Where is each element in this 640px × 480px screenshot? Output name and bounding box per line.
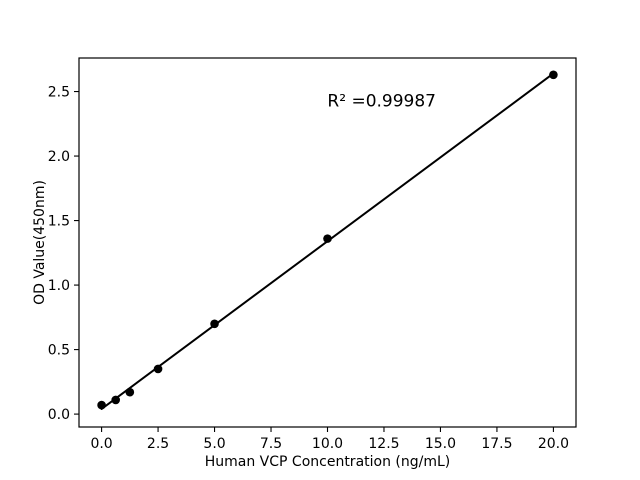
x-tick-label: 15.0: [425, 436, 456, 452]
y-tick-label: 1.5: [48, 214, 70, 230]
data-point: [153, 364, 163, 374]
x-tick-label: 0.0: [90, 436, 112, 452]
x-axis-label: Human VCP Concentration (ng/mL): [205, 454, 451, 470]
y-tick-label: 0.5: [48, 343, 70, 359]
x-tick-label: 12.5: [368, 436, 399, 452]
x-tick-label: 10.0: [312, 436, 343, 452]
data-point: [125, 387, 135, 397]
data-point: [97, 400, 106, 410]
x-tick-label: 17.5: [481, 436, 512, 452]
data-point: [111, 395, 121, 405]
x-tick-label: 20.0: [538, 436, 569, 452]
data-point: [210, 319, 219, 329]
y-tick-label: 0.0: [48, 407, 70, 423]
plot-area: 0.0 2.5 5.0 7.5 10.0 12.5 15.0 17.5 20.0 0.0 0.5 1.…: [48, 57, 577, 452]
data-point: [323, 234, 332, 243]
y-axis-label: OD Value(450nm): [32, 180, 48, 305]
y-tick-label: 1.0: [48, 278, 70, 294]
x-tick-label: 5.0: [203, 436, 225, 452]
data-point: [549, 70, 558, 80]
y-tick-label: 2.5: [48, 85, 70, 101]
x-tick-label: 7.5: [260, 436, 282, 452]
r-squared-annotation: R² =0.99987: [327, 92, 436, 112]
x-tick-label: 2.5: [147, 436, 169, 452]
y-tick-label: 2.0: [48, 149, 70, 165]
